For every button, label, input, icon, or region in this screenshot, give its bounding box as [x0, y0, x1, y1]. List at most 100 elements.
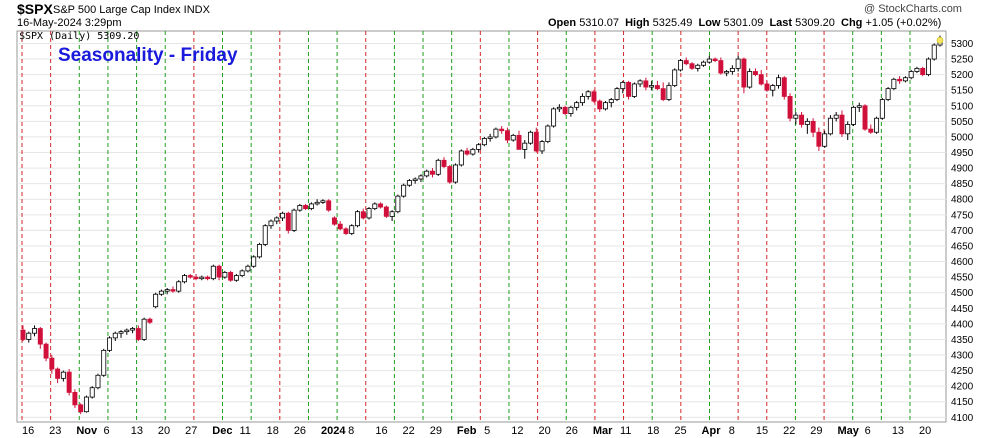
candle-up [141, 318, 147, 340]
candle-down [799, 114, 805, 125]
x-tick-label: 29 [430, 425, 442, 437]
candle-down [626, 82, 632, 97]
candle-up [268, 220, 274, 227]
candle-down [764, 83, 770, 91]
x-tick-label: Dec [212, 425, 232, 437]
y-tick-label: 5200 [951, 70, 974, 81]
last-price-marker [936, 37, 944, 44]
candle-up [701, 61, 707, 66]
candle-up [32, 328, 38, 334]
candle-down [331, 217, 337, 225]
candle-up [574, 102, 580, 108]
x-tick-label: Nov [76, 425, 98, 437]
candle-up [291, 209, 297, 231]
candle-down [49, 357, 55, 370]
x-tick-label: Mar [593, 425, 613, 437]
candle-down [187, 275, 193, 278]
candle-up [435, 159, 441, 175]
candle-up [522, 142, 528, 150]
candle-up [603, 102, 608, 110]
y-tick-label: 4950 [951, 148, 974, 159]
candle-down [516, 134, 522, 150]
candle-up [735, 58, 741, 69]
x-tick-label: 2024 [321, 425, 346, 437]
y-tick-label: 4850 [951, 179, 974, 190]
y-tick-label: 4450 [951, 304, 974, 315]
candle-up [851, 106, 856, 125]
plot-frame [16, 30, 947, 423]
candle-down [862, 105, 868, 130]
quote-datetime: 16-May-2024 3:29pm [17, 17, 122, 29]
high-label: High [625, 17, 650, 29]
candle-up [804, 120, 810, 125]
candle-up [770, 85, 776, 91]
grid-lines [17, 42, 946, 418]
candle-up [389, 211, 395, 217]
y-tick-label: 4300 [951, 351, 974, 362]
candle-up [418, 175, 424, 180]
y-tick-label: 4750 [951, 210, 974, 221]
candle-down [787, 96, 793, 119]
candle-down [135, 328, 141, 340]
candle-up [372, 203, 378, 209]
candle-up [239, 270, 245, 276]
y-tick-label: 4650 [951, 241, 974, 252]
candle-up [487, 136, 493, 139]
candle-up [395, 195, 401, 213]
x-tick-label: 15 [756, 425, 768, 437]
candle-up [695, 64, 701, 69]
candle-up [424, 170, 430, 177]
x-tick-label: 27 [185, 425, 197, 437]
y-tick-label: 4350 [951, 335, 974, 346]
candles [20, 35, 944, 415]
chg-label: Chg [841, 17, 863, 29]
candle-up [470, 148, 476, 155]
candle-up [637, 80, 643, 85]
x-tick-label: 20 [158, 425, 170, 437]
candle-down [781, 77, 787, 97]
x-tick-label: May [837, 425, 859, 437]
candle-down [303, 205, 309, 209]
candle-down [504, 130, 510, 141]
candle-down [430, 170, 435, 175]
candle-down [816, 131, 822, 147]
candle-up [182, 275, 187, 283]
y-tick-label: 4400 [951, 319, 974, 330]
y-tick-label: 5000 [951, 132, 974, 143]
candle-up [510, 134, 516, 141]
candle-up [60, 371, 66, 379]
candle-up [545, 125, 551, 143]
x-axis: 16 23 Nov 6 13 20 27 Dec 11 18 26 2024 8 16 22 29 Feb 5 12… [22, 425, 931, 437]
candle-up [320, 200, 326, 203]
candle-up [776, 77, 781, 86]
candle-down [718, 60, 724, 74]
candle-down [383, 206, 389, 217]
x-tick-label: 13 [892, 425, 904, 437]
x-tick-label: 12 [511, 425, 523, 437]
candle-up [124, 329, 130, 333]
candle-down [66, 371, 72, 393]
candle-up [908, 71, 914, 79]
candle-up [199, 276, 205, 280]
candle-down [55, 368, 61, 379]
x-tick-label: 26 [294, 425, 306, 437]
x-tick-label: 20 [538, 425, 550, 437]
candle-down [920, 67, 926, 76]
x-tick-label: 11 [239, 425, 250, 437]
candle-down [37, 328, 43, 345]
x-tick-label: 20 [919, 425, 931, 437]
candle-up [822, 133, 828, 147]
candle-up [349, 225, 355, 234]
y-tick-label: 4600 [951, 257, 974, 268]
candle-up [724, 71, 730, 74]
x-tick-label: 25 [674, 425, 686, 437]
x-tick-label: 22 [403, 425, 415, 437]
candle-down [360, 211, 366, 219]
candle-up [551, 108, 557, 127]
candle-up [176, 281, 182, 292]
candle-up [481, 138, 487, 146]
candle-up [631, 83, 637, 97]
candle-down [228, 272, 234, 281]
candle-down [43, 343, 49, 359]
candle-down [441, 159, 447, 167]
